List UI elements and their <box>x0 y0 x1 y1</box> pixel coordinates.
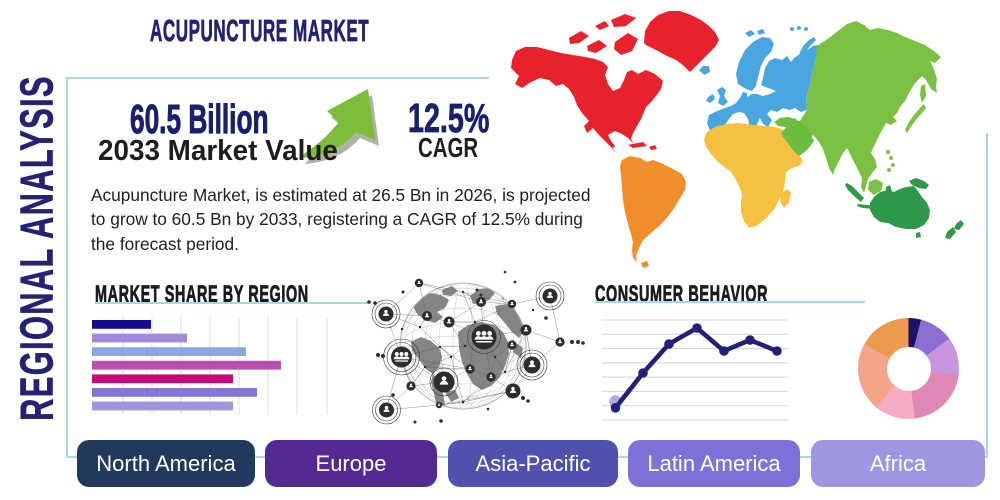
svg-text:REGIONAL ANALYSIS: REGIONAL ANALYSIS <box>13 75 63 421</box>
